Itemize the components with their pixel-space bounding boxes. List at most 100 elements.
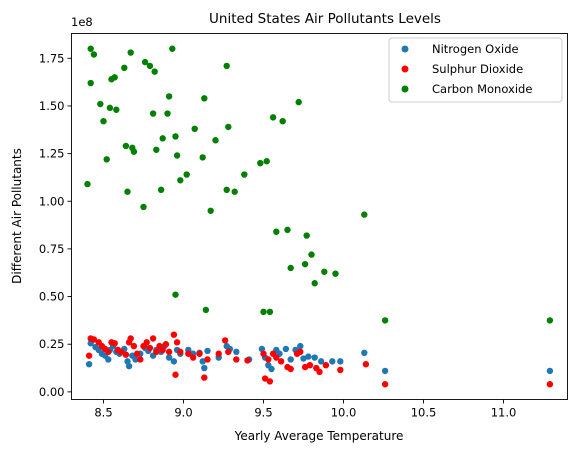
y-tick-label: 1.75 — [39, 51, 65, 65]
data-point — [165, 93, 173, 100]
data-point — [277, 358, 285, 365]
data-point — [266, 308, 274, 316]
data-point — [337, 358, 344, 365]
data-point — [105, 348, 112, 356]
data-point — [132, 356, 139, 363]
data-point — [202, 306, 210, 314]
data-point — [173, 152, 181, 159]
data-point — [244, 357, 251, 364]
data-point — [381, 381, 389, 388]
data-point — [170, 331, 178, 338]
data-point — [149, 335, 157, 342]
y-tick-label: 0.50 — [39, 290, 65, 304]
y-axis-ticks: 0.00 0.25 0.50 0.75 1.00 1.25 1.50 1.75 — [39, 51, 72, 399]
data-point — [295, 98, 302, 106]
data-point — [337, 366, 344, 374]
data-point — [164, 110, 171, 117]
data-point — [113, 106, 120, 113]
data-point — [90, 336, 98, 343]
data-point — [185, 350, 192, 357]
data-point — [321, 268, 328, 275]
y-tick-label: 1.50 — [39, 99, 65, 113]
legend-items: Nitrogen Oxide Sulphur Dioxide Carbon Mono… — [401, 42, 532, 96]
data-point — [170, 358, 178, 365]
data-point — [165, 354, 173, 361]
data-point — [153, 146, 160, 153]
data-point — [260, 350, 267, 357]
data-point — [189, 354, 197, 361]
x-tick-label: 11.0 — [491, 406, 517, 420]
data-point — [149, 110, 157, 117]
data-point — [100, 117, 107, 125]
data-point — [221, 337, 229, 344]
data-point — [130, 342, 138, 350]
x-tick-label: 9.5 — [254, 406, 272, 420]
legend-marker — [401, 65, 409, 73]
data-point — [105, 356, 112, 363]
data-point — [191, 125, 198, 133]
data-point — [308, 251, 315, 258]
data-point — [300, 355, 307, 362]
data-point — [97, 100, 104, 108]
data-point — [546, 381, 554, 388]
data-point — [362, 361, 370, 368]
data-point — [153, 348, 160, 356]
data-point — [546, 367, 554, 375]
data-point — [215, 350, 222, 357]
y-offset-label: 1e8 — [71, 15, 93, 29]
data-point — [361, 349, 368, 356]
data-point — [297, 342, 304, 350]
points-layer — [84, 45, 554, 388]
y-tick-label: 1.00 — [39, 194, 65, 208]
data-point — [269, 114, 277, 121]
data-point — [317, 358, 325, 365]
data-point — [125, 362, 133, 370]
data-point — [85, 352, 93, 359]
data-point — [172, 291, 179, 298]
data-point — [111, 340, 118, 347]
data-point — [322, 361, 330, 369]
data-point — [151, 68, 158, 75]
data-point — [201, 364, 208, 372]
data-point — [162, 341, 170, 348]
data-point — [265, 356, 272, 363]
data-point — [204, 356, 211, 363]
x-axis-label: Yearly Average Temperature — [234, 429, 404, 443]
data-point — [233, 348, 240, 356]
data-point — [266, 378, 274, 385]
x-axis-ticks: 8.5 9.0 9.5 10.0 10.5 11.0 — [94, 399, 517, 420]
data-point — [223, 62, 230, 70]
legend-label: Carbon Monoxide — [432, 82, 532, 96]
y-axis-label: Different Air Pollutants — [10, 148, 24, 284]
x-tick-label: 8.5 — [94, 406, 112, 420]
data-point — [183, 171, 190, 178]
data-point — [361, 211, 368, 218]
data-point — [287, 264, 294, 272]
data-point — [381, 367, 389, 375]
data-point — [287, 365, 294, 373]
data-point — [273, 228, 280, 235]
data-point — [260, 308, 267, 316]
legend-marker — [401, 45, 409, 53]
data-point — [124, 188, 131, 195]
data-point — [117, 348, 125, 356]
data-point — [177, 348, 184, 356]
data-point — [130, 148, 138, 155]
data-point — [257, 159, 264, 167]
legend-box — [388, 37, 563, 103]
data-point — [261, 375, 269, 382]
data-point — [121, 64, 128, 72]
data-point — [143, 339, 150, 346]
data-point — [146, 344, 154, 352]
data-point — [305, 353, 312, 360]
data-point — [84, 180, 91, 188]
data-point — [173, 339, 181, 346]
data-point — [90, 51, 98, 58]
y-tick-label: 0.75 — [39, 242, 65, 256]
data-point — [146, 62, 154, 70]
data-point — [284, 226, 291, 234]
data-point — [381, 317, 389, 324]
data-point — [172, 133, 179, 140]
data-point — [311, 354, 318, 361]
x-tick-label: 9.0 — [174, 406, 192, 420]
